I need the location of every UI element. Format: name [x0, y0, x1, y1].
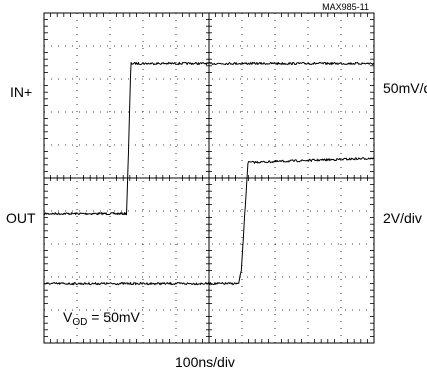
traces — [43, 61, 375, 286]
figure-id: MAX985-11 — [322, 2, 369, 12]
graticule-grid — [44, 13, 374, 343]
out-trace — [44, 157, 375, 286]
in-plus-scale-label: 50mV/div — [383, 80, 427, 96]
out-scale-label: 2V/div — [383, 210, 422, 226]
in-plus-label: IN+ — [10, 84, 33, 100]
graticule-ticks — [44, 13, 374, 343]
vod-annotation-rest: = 50mV — [87, 309, 140, 325]
out-label: OUT — [6, 210, 36, 226]
vod-annotation: VOD = 50mV — [63, 309, 140, 331]
vod-annotation-main: V — [63, 309, 73, 325]
x-axis-scale-label: 100ns/div — [175, 354, 235, 370]
in-plus-trace — [43, 61, 375, 216]
vod-annotation-sub: OD — [72, 317, 88, 328]
plot-frame — [43, 12, 375, 344]
